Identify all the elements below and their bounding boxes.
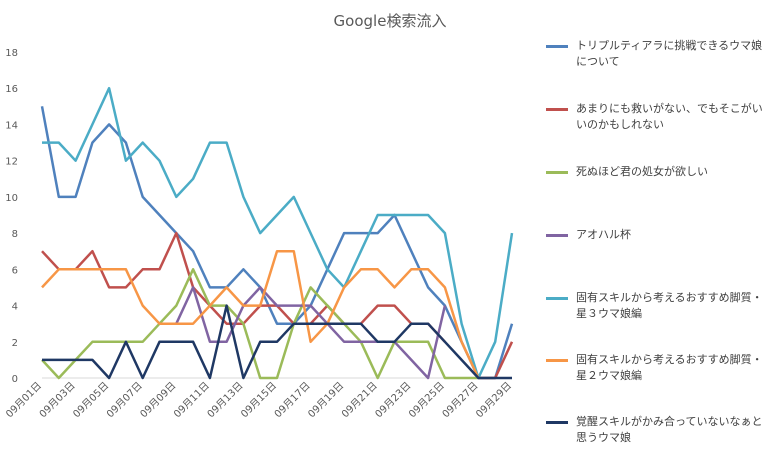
y-tick-label: 4 bbox=[12, 302, 18, 313]
legend-label: トリプルティアラに挑戦できるウマ娘について bbox=[576, 39, 763, 68]
y-tick-label: 10 bbox=[5, 193, 18, 204]
y-tick-label: 16 bbox=[5, 84, 18, 95]
y-tick-label: 0 bbox=[12, 374, 18, 385]
legend-label: あまりにも救いがない、でもそこがいいのかもしれない bbox=[576, 102, 763, 131]
y-tick-label: 6 bbox=[12, 265, 18, 276]
legend-label: 固有スキルから考えるおすすめ脚質・星２ウマ娘編 bbox=[576, 353, 763, 382]
legend-swatch bbox=[546, 421, 568, 424]
legend-item: 覚醒スキルがかみ合っていないなぁと思うウマ娘 bbox=[546, 414, 772, 446]
x-tick-label: 09月17日 bbox=[272, 380, 313, 421]
x-tick-label: 09月19日 bbox=[306, 380, 347, 421]
x-tick-label: 09月13日 bbox=[205, 380, 246, 421]
legend-swatch bbox=[546, 234, 568, 237]
y-tick-label: 14 bbox=[5, 120, 18, 131]
legend-item: あまりにも救いがない、でもそこがいいのかもしれない bbox=[546, 101, 772, 133]
y-tick-label: 2 bbox=[12, 338, 18, 349]
series-line-7 bbox=[42, 304, 512, 380]
y-tick-label: 12 bbox=[5, 157, 18, 168]
legend-item: 固有スキルから考えるおすすめ脚質・星２ウマ娘編 bbox=[546, 352, 772, 384]
y-tick-label: 18 bbox=[5, 48, 18, 59]
chart-title: Google検索流入 bbox=[334, 12, 447, 30]
series-layer bbox=[40, 86, 514, 380]
y-tick-label: 8 bbox=[12, 229, 18, 240]
x-tick-label: 09月07日 bbox=[104, 380, 145, 421]
legend-label: 固有スキルから考えるおすすめ脚質・星３ウマ娘編 bbox=[576, 291, 763, 320]
series-line-3 bbox=[41, 268, 479, 380]
x-tick-label: 09月09日 bbox=[138, 380, 179, 421]
legend-swatch bbox=[546, 297, 568, 300]
x-tick-label: 09月23日 bbox=[373, 380, 414, 421]
legend-swatch bbox=[546, 45, 568, 48]
x-tick-label: 09月05日 bbox=[71, 380, 112, 421]
legend-swatch bbox=[546, 108, 568, 111]
legend-label: 死ぬほど君の処女が欲しい bbox=[576, 165, 708, 178]
x-tick-label: 09月01日 bbox=[3, 380, 44, 421]
legend-swatch bbox=[546, 171, 568, 174]
legend-item: 死ぬほど君の処女が欲しい bbox=[546, 164, 772, 180]
legend-label: アオハル杯 bbox=[576, 228, 631, 241]
x-tick-label: 09月25日 bbox=[406, 380, 447, 421]
series-line-5 bbox=[42, 86, 514, 380]
x-tick-label: 09月03日 bbox=[37, 380, 78, 421]
x-tick-label: 09月11日 bbox=[171, 380, 212, 421]
series-line-6 bbox=[41, 249, 480, 379]
x-tick-label: 09月27日 bbox=[440, 380, 481, 421]
legend-item: 固有スキルから考えるおすすめ脚質・星３ウマ娘編 bbox=[546, 290, 772, 322]
legend-swatch bbox=[546, 359, 568, 362]
legend-item: アオハル杯 bbox=[546, 227, 772, 243]
x-tick-label: 09月29日 bbox=[473, 380, 514, 421]
legend-label: 覚醒スキルがかみ合っていないなぁと思うウマ娘 bbox=[576, 415, 763, 444]
legend-item: トリプルティアラに挑戦できるウマ娘について bbox=[546, 38, 772, 70]
x-tick-label: 09月15日 bbox=[238, 380, 279, 421]
x-tick-label: 09月21日 bbox=[339, 380, 380, 421]
